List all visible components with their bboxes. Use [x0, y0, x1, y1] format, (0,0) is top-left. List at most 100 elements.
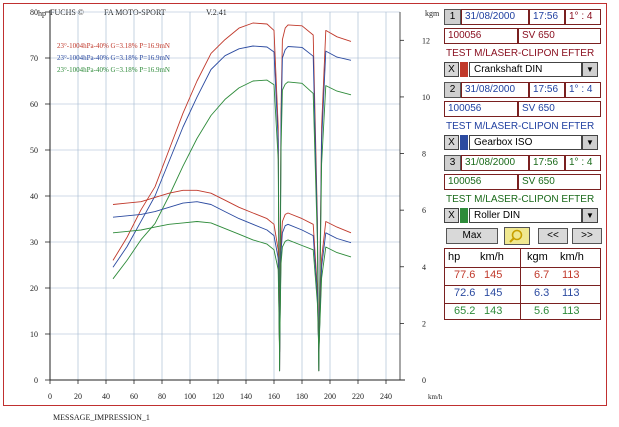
y-left-tick-label: 60	[30, 100, 38, 109]
run-2-code: 100056	[444, 101, 518, 117]
table-row: 65.2 143 5.6 113	[445, 304, 600, 320]
run-3-chevron-down-icon[interactable]: ▼	[582, 208, 598, 223]
col-header-kmh-1: km/h	[480, 251, 504, 263]
run-3-ratio: 1° : 4	[565, 155, 601, 171]
chart-grid	[50, 11, 400, 380]
row-2-kmh1: 145	[484, 287, 503, 299]
run-3-model: SV 650	[518, 174, 601, 190]
version-label: V.2.41	[206, 8, 227, 17]
results-table: hp km/h kgm km/h 77.6 145 6.7 113 72.6 1…	[444, 248, 601, 320]
x-tick-label: 80	[158, 392, 166, 401]
y-left-tick-label: 50	[30, 146, 38, 155]
row-3-kmh1: 143	[484, 305, 503, 317]
row-2-kgm: 6.3	[534, 287, 550, 299]
x-tick-label: 160	[268, 392, 280, 401]
y-right-tick-label: 2	[422, 319, 426, 328]
y-left-tick-label: 70	[30, 54, 38, 63]
run-2-chevron-down-icon[interactable]: ▼	[582, 135, 598, 150]
row-1-kmh2: 113	[562, 269, 580, 281]
legend-entry-2: 23°-1004hPa-40% G=3.18% P=16.9mN	[57, 54, 170, 62]
row-3-kmh2: 113	[562, 305, 580, 317]
row-rule	[445, 285, 600, 286]
y-right-tick-label: 0	[422, 376, 426, 385]
company-label: FA MOTO-SPORT	[104, 8, 166, 17]
x-tick-label: 200	[324, 392, 336, 401]
y-left-unit: hp	[38, 9, 46, 18]
col-header-kgm: kgm	[527, 251, 548, 263]
run-3-color-swatch	[460, 208, 468, 223]
previous-button[interactable]: <<	[538, 228, 568, 244]
run-2-mode-select[interactable]: Gearbox ISO	[469, 135, 582, 150]
zoom-button[interactable]	[504, 227, 530, 245]
series-kgm-3	[112, 221, 352, 353]
run-2-time: 17:56	[529, 82, 565, 98]
y-left-tick-label: 10	[30, 330, 38, 339]
x-tick-label: 120	[212, 392, 224, 401]
col-header-hp: hp	[448, 251, 461, 263]
x-tick-label: 240	[380, 392, 392, 401]
y-right-tick-label: 8	[422, 150, 426, 159]
row-3-hp: 65.2	[454, 305, 476, 317]
x-unit: km/h	[428, 393, 443, 401]
y-right-tick-label: 4	[422, 263, 426, 272]
run-1-mode-select[interactable]: Crankshaft DIN	[469, 62, 582, 77]
run-3-code: 100056	[444, 174, 518, 190]
series-hp-2	[112, 45, 352, 372]
report-frame	[3, 3, 607, 406]
col-header-kmh-2: km/h	[560, 251, 584, 263]
y-left-tick-label: 20	[30, 284, 38, 293]
run-1-title: TEST M/LASER-CLIPON EFTER	[446, 48, 595, 59]
row-3-kgm: 5.6	[534, 305, 550, 317]
legend-entry-1: 23°-1004hPa-40% G=3.18% P=16.9mN	[57, 42, 170, 50]
run-2-ratio: 1° : 4	[565, 82, 601, 98]
run-3-date: 31/08/2000	[461, 155, 529, 171]
run-1-color-swatch	[460, 62, 468, 77]
chart-axes: 0 20 40 60 80 100 120 140 160 180 200 220 2400102030…	[30, 8, 443, 401]
run-1-remove-button[interactable]: X	[444, 62, 459, 77]
run-1-time: 17:56	[529, 9, 565, 25]
run-2-color-swatch	[460, 135, 468, 150]
run-2-index[interactable]: 2	[444, 82, 461, 98]
chart-series	[112, 22, 352, 372]
y-left-tick-label: 40	[30, 192, 38, 201]
row-1-hp: 77.6	[454, 269, 476, 281]
run-2-model: SV 650	[518, 101, 601, 117]
run-1-date: 31/08/2000	[461, 9, 529, 25]
run-1-model: SV 650	[518, 28, 601, 44]
run-3-mode-select[interactable]: Roller DIN	[469, 208, 582, 223]
x-tick-label: 220	[352, 392, 364, 401]
x-tick-label: 20	[74, 392, 82, 401]
x-tick-label: 0	[48, 392, 52, 401]
table-header-rule	[445, 267, 600, 268]
max-button[interactable]: Max	[446, 228, 498, 244]
table-row: 77.6 145 6.7 113	[445, 268, 600, 285]
row-2-kmh2: 113	[562, 287, 580, 299]
row-1-kmh1: 145	[484, 269, 503, 281]
y-left-tick-label: 30	[30, 238, 38, 247]
next-button[interactable]: >>	[572, 228, 602, 244]
x-tick-label: 140	[240, 392, 252, 401]
chart-legend: 23°-1004hPa-40% G=3.18% P=16.9mN 23°-100…	[57, 40, 170, 76]
run-3-title: TEST M/LASER-CLIPON EFTER	[446, 194, 595, 205]
x-tick-label: 60	[130, 392, 138, 401]
x-tick-label: 40	[102, 392, 110, 401]
legend-entry-3: 23°-1004hPa-40% G=3.18% P=16.9mN	[57, 66, 170, 74]
run-1-chevron-down-icon[interactable]: ▼	[582, 62, 598, 77]
run-2-remove-button[interactable]: X	[444, 135, 459, 150]
y-left-tick-label: 0	[34, 376, 38, 385]
table-divider	[520, 249, 521, 319]
y-right-tick-label: 10	[422, 93, 430, 102]
table-row: 72.6 145 6.3 113	[445, 286, 600, 303]
x-tick-label: 100	[184, 392, 196, 401]
run-3-remove-button[interactable]: X	[444, 208, 459, 223]
run-1-index[interactable]: 1	[444, 9, 461, 25]
run-1-ratio: 1° : 4	[565, 9, 601, 25]
run-2-title: TEST M/LASER-CLIPON EFTER	[446, 121, 595, 132]
brand-label: FUCHS ©	[50, 8, 84, 17]
y-right-tick-label: 12	[422, 36, 430, 45]
run-3-index[interactable]: 3	[444, 155, 461, 171]
y-right-tick-label: 6	[422, 206, 426, 215]
footer-message: MESSAGE_IMPRESSION_1	[53, 413, 150, 422]
x-tick-label: 180	[296, 392, 308, 401]
